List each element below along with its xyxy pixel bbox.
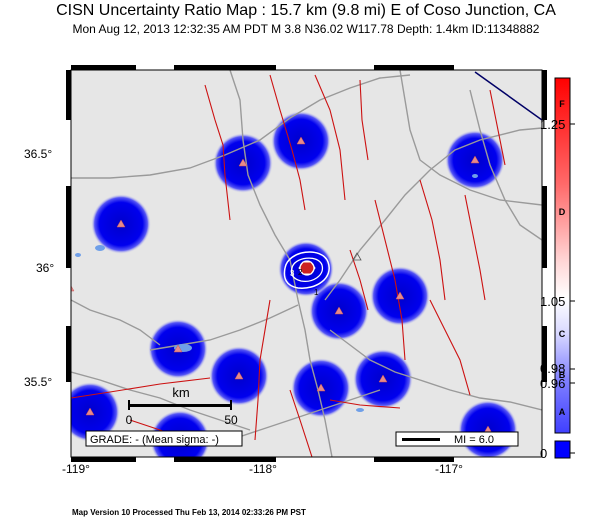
boundary-line [474,71,542,121]
epicenter-contours: 2 1 3 [283,251,330,297]
colorbar-value-3: 0.98 [540,361,566,376]
grade-letter-d: D [559,207,566,217]
station-triangle [470,155,480,164]
lon-label-119: -119° [62,462,90,476]
station-triangle-hollow [352,252,362,261]
lat-label-35-5: 35.5° [24,375,53,389]
lat-label-36: 36° [36,261,55,275]
colorbar-value-1: 1.25 [540,117,566,132]
grade-letter-a: A [559,407,566,417]
scale-bar: km 0 50 [126,385,238,427]
faults [71,74,506,457]
map-title: CISN Uncertainty Ratio Map : 15.7 km (9.… [56,2,556,19]
station-triangle [234,371,244,380]
station-triangle [334,306,344,315]
svg-text:1: 1 [314,288,319,297]
colorbar-value-5: 0 [540,446,548,461]
station-triangle [395,291,405,300]
svg-text:km: km [172,385,189,400]
svg-text:0: 0 [126,413,133,427]
colorbar-value-4: 0.96 [540,376,566,391]
svg-text:GRADE: - (Mean sigma: -): GRADE: - (Mean sigma: -) [90,434,219,446]
station-triangle [71,285,75,292]
svg-text:3: 3 [290,269,295,278]
lakes [75,174,478,412]
station-triangle [316,383,326,392]
grade-letter-b: B [559,370,566,380]
station-triangle [173,344,183,353]
svg-text:50: 50 [224,413,238,427]
lon-label-117: -117° [435,462,463,476]
frame-ticks [66,65,547,462]
station-triangle [238,158,248,167]
station-triangle [85,407,95,416]
grade-letter-f: F [559,99,565,109]
station-markers [71,136,493,434]
station-triangle [296,136,306,145]
lat-label-36-5: 36.5° [24,147,53,161]
grade-letter-c: C [559,329,566,339]
svg-text:2: 2 [298,268,303,277]
svg-text:MI = 6.0: MI = 6.0 [454,434,494,446]
mi-legend-box: MI = 6.0 [395,431,519,447]
colorbar-value-2: 1.05 [540,294,566,309]
processing-footer: Map Version 10 Processed Thu Feb 13, 201… [72,508,306,517]
event-subtitle: Mon Aug 12, 2013 12:32:35 AM PDT M 3.8 N… [72,22,540,36]
station-triangle [378,374,388,383]
lon-label-118: -118° [249,462,277,476]
colorbar: F D C B A [554,77,575,459]
grade-box: GRADE: - (Mean sigma: -) [85,430,243,447]
station-triangle [116,219,126,228]
